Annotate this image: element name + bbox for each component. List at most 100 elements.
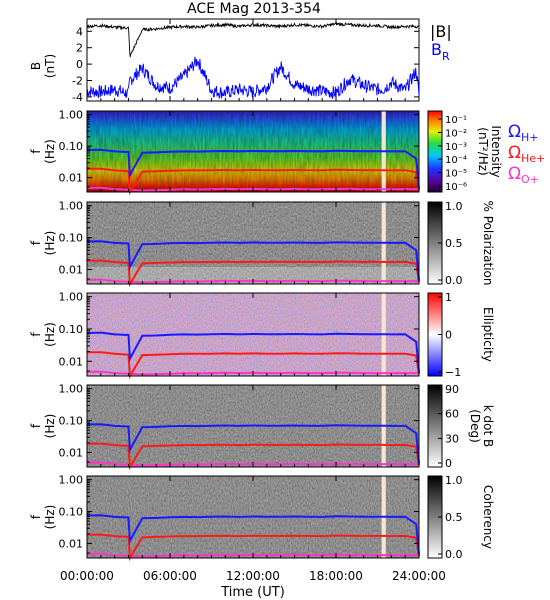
polarization-cbar-tick-label: 1.0 xyxy=(445,200,463,213)
x-axis-label: Time (UT) xyxy=(220,585,285,600)
polarization-gyro-line xyxy=(86,240,420,281)
polarization-ylabel-top: f xyxy=(29,240,43,245)
gyro-legend-subscript: He+ xyxy=(521,152,545,165)
kdotb-gyro-line xyxy=(87,442,420,471)
intensity-ylabel-top: f xyxy=(29,149,43,154)
b-ytick-label: 2 xyxy=(76,42,83,55)
kdotb-cbar-tick-label: 0 xyxy=(445,457,452,470)
coherency-gyro-line xyxy=(86,552,419,558)
gyro-legend-subscript: O+ xyxy=(521,173,539,186)
gyrofrequency-legend: ΩH+ΩHe+ΩO+ xyxy=(508,122,545,186)
kdotb-ytick-label: 0.01 xyxy=(59,446,84,459)
coherency-ylabel-bottom: (Hz) xyxy=(43,505,57,530)
kdotb-cbar-label: k dot B xyxy=(481,405,495,447)
b-ytick-label: 0 xyxy=(76,58,83,71)
kdotb-ylabel-top: f xyxy=(29,423,43,428)
ellipticity-ylabel-bottom: (Hz) xyxy=(43,322,57,347)
legend-b-radial-sub: R xyxy=(442,50,450,63)
legend-b-magnitude: |B| xyxy=(430,22,452,41)
intensity-ytick-label: 0.01 xyxy=(59,172,84,185)
chart-title: ACE Mag 2013-354 xyxy=(187,1,321,17)
coherency-cbar-tick-label: 1.0 xyxy=(445,474,463,487)
kdotb-cbar-tick-label: 90 xyxy=(445,383,459,396)
coherency-ytick-label: 1.00 xyxy=(59,474,84,487)
coherency-gyro-line xyxy=(87,533,420,562)
b-yticks: 4 2 0 -2 -4 xyxy=(72,25,419,104)
b-ytick-label: -4 xyxy=(72,91,83,104)
ellipticity-panel: 1.00 0.10 0.01 f (Hz) 1 0 −1 Ellipticity xyxy=(29,291,495,380)
gyro-legend-entry: ΩHe+ xyxy=(508,143,545,165)
polarization-panel: 1.00 0.10 0.01 f (Hz) 1.0 0.5 0.0 % Polarization xyxy=(29,200,495,288)
x-tick-label: 00:00:00 xyxy=(60,569,114,583)
k-dot-b-panel: 1.00 0.10 0.01 f (Hz) 90 60 30 0 k dot B(Deg) xyxy=(29,383,495,471)
b-ytick-label: -2 xyxy=(72,75,83,88)
intensity-cbar-tick-label: 10⁻⁵ xyxy=(445,169,467,180)
ellipticity-ytick-label: 1.00 xyxy=(59,291,84,304)
ellipticity-cbar-tick-label: 1 xyxy=(445,291,452,304)
legend-b-radial: BR xyxy=(431,40,450,63)
b-field-panel: B (nT) 420-2-4 |B| BR xyxy=(29,18,452,104)
kdotb-ytick-label: 0.10 xyxy=(59,415,84,428)
kdotb-cbar-tick-label: 60 xyxy=(445,408,459,421)
time-axis: 00:00:00 06:00:00 12:00:00 18:00:00 24:00:00 xyxy=(60,19,446,583)
x-tick-label: 24:00:00 xyxy=(392,569,446,583)
polarization-ylabel-bottom: (Hz) xyxy=(43,231,57,256)
intensity-gyro-line xyxy=(86,186,419,192)
kdotb-ylabel-bottom: (Hz) xyxy=(43,414,57,439)
ellipticity-gyro-line xyxy=(87,351,420,380)
intensity-ylabel-bottom: (Hz) xyxy=(43,139,57,164)
polarization-cbar-label: % Polarization xyxy=(481,201,495,286)
coherency-gyro-line xyxy=(86,514,420,555)
coherency-ylabel-top: f xyxy=(29,514,43,519)
x-tick-label: 18:00:00 xyxy=(309,569,363,583)
intensity-cbar-tick-label: 10⁻⁴ xyxy=(445,155,467,166)
gyro-legend-symbol: Ω xyxy=(508,122,521,142)
kdotb-gyro-line xyxy=(86,423,420,464)
coherency-ytick-label: 0.10 xyxy=(59,506,84,519)
intensity-cbar-tick-label: 10⁻¹ xyxy=(445,115,467,126)
intensity-colorbar xyxy=(427,110,443,193)
polarization-ytick-label: 0.10 xyxy=(59,232,84,245)
intensity-ytick-label: 0.10 xyxy=(59,140,84,153)
kdotb-cbar-unit: (Deg) xyxy=(468,409,482,443)
polarization-cbar-tick-label: 0.5 xyxy=(445,237,463,250)
legend-b-radial-main: B xyxy=(431,40,442,59)
gyro-legend-subscript: H+ xyxy=(521,131,539,144)
intensity-gyro-line xyxy=(86,148,420,189)
b-ylabel-bottom: (nT) xyxy=(43,54,57,78)
intensity-cbar-tick-label: 10⁻³ xyxy=(445,142,467,153)
intensity-cbar-tick-label: 10⁻⁶ xyxy=(445,182,467,193)
polarization-gyro-line xyxy=(87,259,420,288)
kdotb-gyro-line xyxy=(86,461,419,467)
coherency-ytick-label: 0.01 xyxy=(59,537,84,550)
ellipticity-gyro-line xyxy=(86,331,420,373)
polarization-gyro-line xyxy=(86,278,419,284)
x-tick-label: 12:00:00 xyxy=(226,569,280,583)
ellipticity-cbar-tick-label: −1 xyxy=(445,366,461,379)
gyro-legend-entry: ΩO+ xyxy=(508,164,539,186)
coherency-cbar-tick-label: 0.5 xyxy=(445,511,463,524)
coherency-cbar-label: Coherency xyxy=(481,485,495,549)
gyro-legend-symbol: Ω xyxy=(508,143,521,163)
ellipticity-cbar-tick-label: 0 xyxy=(445,329,452,342)
coherency-cbar-tick-label: 0.0 xyxy=(445,548,463,561)
ellipticity-ylabel-top: f xyxy=(29,332,43,337)
ellipticity-ytick-label: 0.10 xyxy=(59,323,84,336)
kdotb-cbar-tick-label: 30 xyxy=(445,432,459,445)
ellipticity-cbar-label: Ellipticity xyxy=(481,307,495,362)
intensity-cbar-unit: (nT²/Hz) xyxy=(476,127,490,175)
kdotb-ytick-label: 1.00 xyxy=(59,383,84,396)
b-ytick-label: 4 xyxy=(76,25,83,38)
polarization-ytick-label: 1.00 xyxy=(59,200,84,213)
intensity-cbar-label: Intensity xyxy=(489,125,503,177)
intensity-gyro-line xyxy=(87,167,420,196)
x-tick-label: 06:00:00 xyxy=(143,569,197,583)
intensity-ytick-label: 1.00 xyxy=(59,109,84,122)
ellipticity-ytick-label: 0.01 xyxy=(59,355,84,368)
intensity-panel: 1.00 0.10 0.01 f (Hz) 10⁻¹ 10⁻² 10⁻³ 10⁻⁴ 10⁻⁵ 10⁻… xyxy=(29,109,503,196)
kdotb-colorbar xyxy=(427,384,443,468)
b-ylabel-top: B xyxy=(29,62,43,70)
polarization-ytick-label: 0.01 xyxy=(59,263,84,276)
polarization-cbar-tick-label: 0.0 xyxy=(445,274,463,287)
